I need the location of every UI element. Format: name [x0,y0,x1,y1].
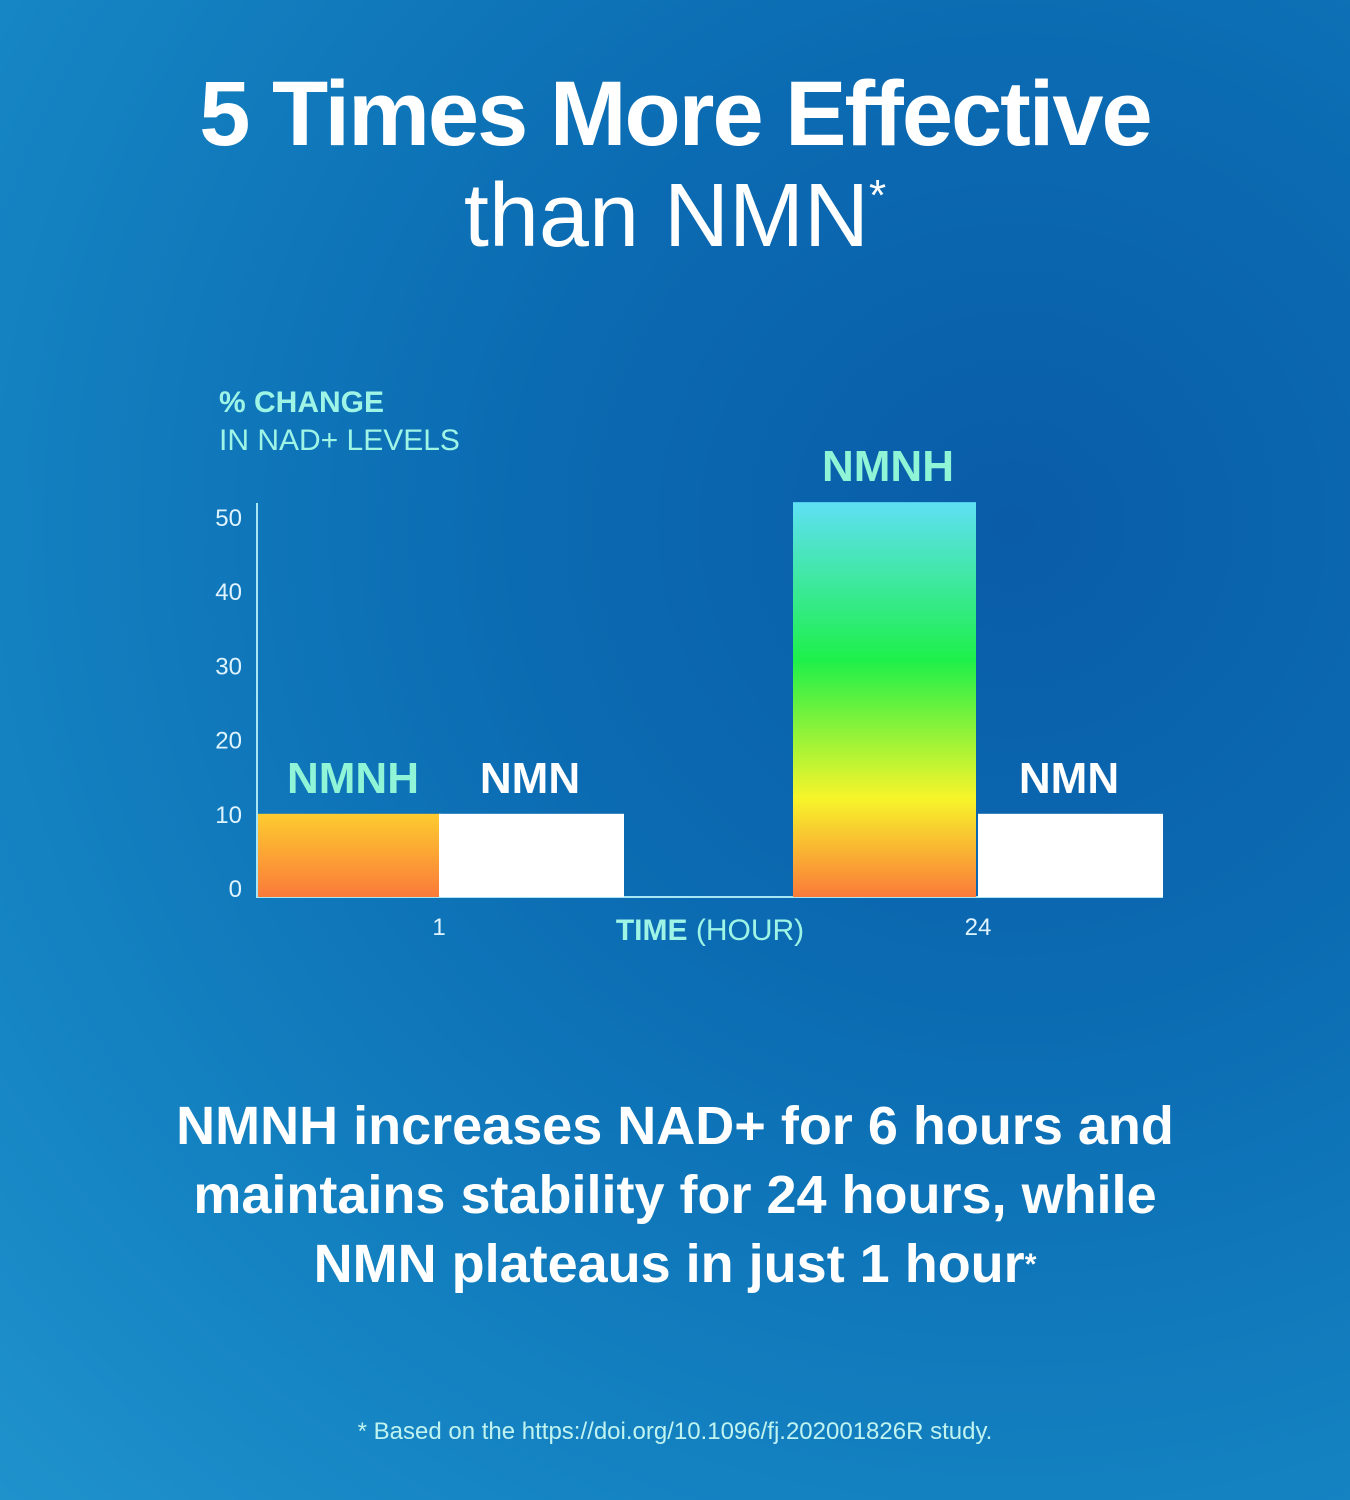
bar-nmnh-24 [793,502,976,897]
subheadline: than NMN* [0,165,1350,268]
x-axis-title: TIME (HOUR) [616,914,804,947]
bar-nmn-24 [978,813,1163,897]
y-tick-label: 40 [215,579,242,606]
bar-chart: 0 10 20 30 40 50 NMNH NMN 1 NMNH NMN 24 TIME (HOUR) [215,442,1163,947]
y-axis-subtitle: IN NAD+ LEVELS [219,424,460,457]
x-tick-label: 24 [965,914,992,941]
y-tick-label: 10 [215,802,242,829]
description: NMNH increases NAD+ for 6 hours and main… [0,1092,1350,1299]
description-line: maintains stability for 24 hours, while [193,1165,1157,1225]
y-axis-title: % CHANGE [219,386,385,419]
subheadline-text: than NMN [463,166,869,266]
asterisk: * [869,171,887,220]
description-text: NMN plateaus in just 1 hour [313,1234,1025,1294]
description-line: NMN plateaus in just 1 hour* [0,1230,1350,1299]
bar-label: NMNH [822,442,954,491]
x-axis-title-unit: (HOUR) [696,914,804,947]
headline: 5 Times More Effective [199,63,1152,165]
footnote: * Based on the https://doi.org/10.1096/f… [357,1418,993,1445]
bar-nmnh-1 [258,813,441,897]
asterisk: * [1024,1248,1037,1281]
y-tick-label: 50 [215,505,242,532]
y-tick-label: 0 [229,876,242,903]
bar-label: NMNH [287,754,419,803]
bar-label: NMN [1019,754,1119,803]
bar-nmn-1 [439,813,624,897]
bar-label: NMN [480,754,580,803]
x-tick-label: 1 [432,914,445,941]
x-axis-title-bold: TIME [616,914,696,947]
description-line: NMNH increases NAD+ for 6 hours and [176,1096,1174,1156]
y-tick-label: 30 [215,653,242,680]
y-tick-label: 20 [215,728,242,755]
